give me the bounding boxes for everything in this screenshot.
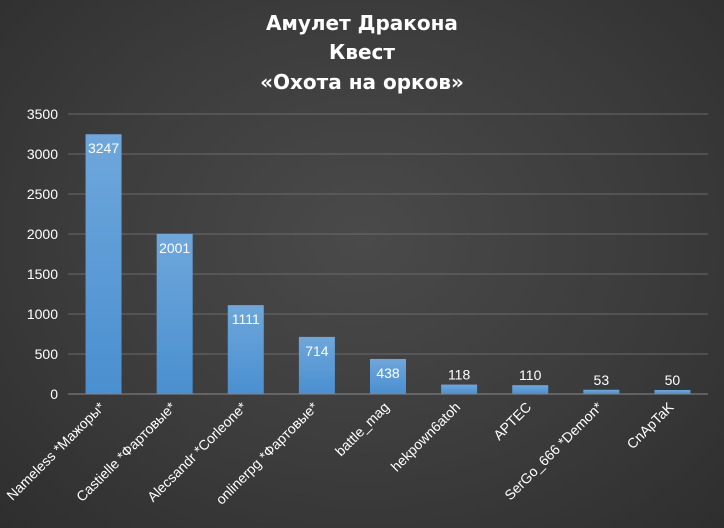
x-category-label: battle_mag (332, 399, 392, 459)
bar (298, 336, 335, 394)
data-label: 50 (665, 372, 681, 388)
y-tick-label: 3500 (27, 106, 58, 122)
bars (85, 134, 691, 395)
y-tick-label: 3000 (27, 146, 58, 162)
bar (583, 389, 620, 394)
chart-title-line-3: «Охота на орков» (260, 70, 464, 94)
data-label: 53 (594, 372, 610, 388)
y-tick-label: 1000 (27, 306, 58, 322)
bar (227, 305, 264, 394)
y-tick-label: 500 (35, 346, 59, 362)
y-tick-label: 2500 (27, 186, 58, 202)
bar (85, 134, 122, 395)
data-label: 3247 (88, 140, 119, 156)
y-tick-label: 2000 (27, 226, 58, 242)
bar (156, 233, 193, 394)
data-label: 438 (376, 365, 400, 381)
data-label: 110 (519, 367, 542, 383)
y-tick-label: 0 (50, 386, 58, 402)
data-labels: 3247 2001 1111 714 438 118 110 53 50 (88, 140, 680, 388)
x-category-label: CnApTaK (623, 398, 677, 452)
bar (512, 385, 549, 394)
chart-title-line-2: Квест (329, 40, 395, 64)
bar (441, 384, 478, 394)
chart-title-line-1: Амулет Дракона (266, 11, 458, 35)
data-label: 118 (448, 367, 471, 383)
bar (654, 390, 691, 394)
x-axis-category-labels: Nameless *Мажоры*Castielle *Фартовые*Ale… (3, 398, 677, 507)
bar (370, 358, 406, 394)
chart-title: Амулет Дракона Квест «Охота на орков» (260, 11, 464, 94)
data-label: 2001 (159, 240, 190, 256)
y-axis-tick-labels: 0 500 1000 1500 2000 2500 3000 3500 (27, 106, 58, 402)
data-label: 714 (305, 343, 329, 359)
data-label: 1111 (232, 311, 260, 327)
x-category-label: hekpown6atoh (388, 399, 464, 475)
x-category-label: APTEC (490, 399, 534, 443)
y-tick-label: 1500 (27, 266, 58, 282)
